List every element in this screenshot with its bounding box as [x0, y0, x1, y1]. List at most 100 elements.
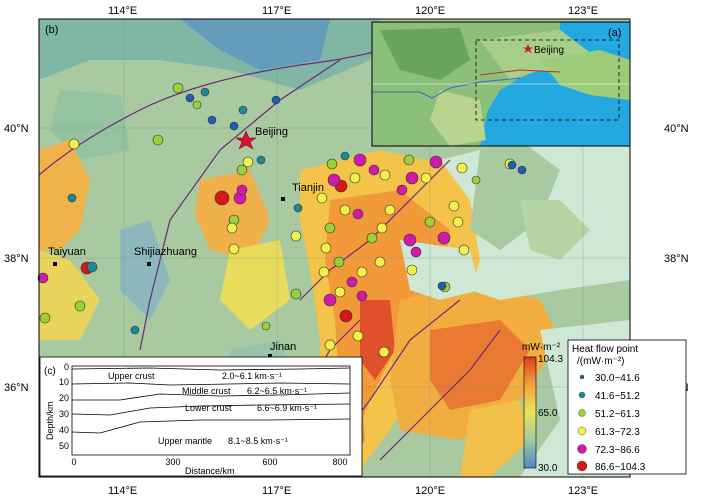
- heat-flow-point: [68, 138, 80, 150]
- heat-flow-point: [396, 184, 408, 196]
- heat-flow-point: [374, 256, 386, 268]
- heat-flow-point: [271, 95, 281, 105]
- layer-middle-crust-name: Middle crust: [182, 386, 231, 396]
- lon-label-bottom-120: 120°E: [415, 485, 445, 497]
- layer-upper-crust-name: Upper crust: [108, 371, 155, 381]
- heat-flow-point: [424, 216, 436, 228]
- colorbar-min: 30.0: [538, 463, 558, 474]
- colorbar-mid: 65.0: [538, 408, 558, 419]
- heat-flow-point: [437, 231, 451, 245]
- lon-tick-labels: 114°E 117°E 120°E 123°E 114°E 117°E 120°…: [108, 5, 598, 497]
- heat-flow-point: [353, 153, 367, 167]
- heat-flow-point: [228, 243, 240, 255]
- profile-y-axis-label: Depth/km: [45, 401, 55, 440]
- city-label-beijing: Beijing: [255, 126, 288, 138]
- lon-label-bottom-117: 117°E: [262, 485, 291, 497]
- heat-flow-point: [379, 169, 391, 181]
- heat-flow-point: [293, 203, 303, 213]
- heat-flow-point: [368, 164, 380, 176]
- heat-flow-point: [324, 339, 336, 351]
- legend-swatch-6: [576, 460, 588, 472]
- legend-swatch-2: [578, 391, 586, 399]
- heat-flow-point: [185, 93, 195, 103]
- city-label-tianjin: Tianjin: [292, 182, 324, 194]
- heat-flow-point: [200, 87, 210, 97]
- profile-xtick: 0: [71, 457, 76, 467]
- colorbar: mW·m⁻² 104.3 65.0 30.0: [522, 342, 563, 474]
- heat-flow-point: [290, 230, 302, 242]
- heat-flow-point: [437, 281, 447, 291]
- heat-flow-point: [356, 266, 368, 278]
- colorbar-unit: mW·m⁻²: [522, 342, 561, 353]
- heat-flow-point: [242, 156, 254, 168]
- heat-flow-point: [403, 154, 415, 166]
- heat-flow-point: [236, 164, 248, 176]
- heat-flow-point: [261, 321, 271, 331]
- heat-flow-point: [256, 155, 266, 165]
- legend-item-5: 72.3~86.6: [595, 445, 640, 456]
- heat-flow-point: [406, 264, 418, 276]
- legend-swatch-5: [577, 444, 587, 454]
- heat-flow-point: [340, 151, 350, 161]
- heat-flow-point: [376, 222, 388, 234]
- heat-flow-point: [349, 172, 361, 184]
- lon-label-top-114: 114°E: [108, 5, 137, 17]
- panel-a-label: (a): [608, 27, 621, 39]
- legend-title-line1: Heat flow point: [572, 344, 638, 355]
- heat-flow-point: [339, 204, 351, 216]
- heat-flow-point: [326, 158, 338, 170]
- lon-label-top-120: 120°E: [415, 5, 445, 17]
- panel-b-label: (b): [45, 24, 58, 36]
- profile-ytick: 10: [59, 377, 69, 387]
- heat-flow-point: [318, 266, 330, 278]
- layer-lower-crust-name: Lower crust: [185, 403, 232, 413]
- heat-flow-point: [327, 173, 341, 187]
- lat-label-left-40: 40°N: [4, 123, 29, 135]
- layer-upper-mantle-velocity: 8.1~8.5 km·s⁻¹: [228, 436, 288, 446]
- heat-flow-point: [456, 162, 468, 174]
- profile-ytick: 0: [64, 362, 69, 372]
- cities: Beijing Tianjin Taiyuan Shijiazhuang Jin…: [48, 126, 324, 358]
- lat-label-right-40: 40°N: [664, 123, 689, 135]
- lat-label-right-38: 38°N: [664, 253, 689, 265]
- layer-upper-mantle-name: Upper mantle: [158, 436, 212, 446]
- legend-item-1: 30.0~41.6: [595, 373, 640, 384]
- profile-ytick: 30: [59, 409, 69, 419]
- heat-flow-point: [429, 155, 443, 169]
- heat-flow-point: [452, 216, 464, 228]
- heat-flow-point: [334, 286, 346, 298]
- lon-label-top-117: 117°E: [262, 5, 291, 17]
- heat-flow-point: [420, 172, 432, 184]
- heat-flow-point: [471, 175, 481, 185]
- heat-flow-point: [74, 300, 86, 312]
- layer-middle-crust-velocity: 6.2~6.5 km·s⁻¹: [247, 386, 307, 396]
- heat-flow-point: [86, 261, 98, 273]
- heat-flow-point: [238, 105, 248, 115]
- heat-flow-point: [236, 184, 248, 196]
- heat-flow-point: [458, 244, 470, 256]
- legend-swatch-3: [578, 409, 586, 417]
- legend-item-3: 51.2~61.3: [595, 409, 640, 420]
- profile-x-axis-label: Distance/km: [185, 466, 235, 476]
- heat-flow-point: [405, 171, 419, 185]
- profile-xtick: 600: [262, 457, 277, 467]
- taiyuan-marker: [53, 262, 57, 266]
- heat-flow-point: [39, 312, 51, 324]
- profile-xtick: 300: [165, 457, 180, 467]
- lat-label-left-38: 38°N: [4, 253, 29, 265]
- heat-flow-point: [378, 346, 390, 358]
- heat-flow-point: [352, 330, 364, 342]
- legend-item-6: 86.6~104.3: [595, 462, 646, 473]
- panel-c-label: (c): [44, 366, 56, 377]
- heat-flow-point: [207, 115, 217, 125]
- heat-flow-points: [37, 82, 527, 358]
- city-label-taiyuan: Taiyuan: [48, 246, 86, 258]
- profile-panel-c: (c) Depth/km 0 10 20 30 40 50 0 300 600 …: [39, 356, 363, 477]
- heat-flow-point: [448, 200, 460, 212]
- heat-flow-point: [356, 290, 368, 302]
- inset-map-a: Beijing (a): [371, 21, 631, 147]
- heat-flow-point: [366, 232, 378, 244]
- heat-flow-point: [333, 256, 345, 268]
- tianjin-marker: [281, 197, 285, 201]
- heat-flow-point: [130, 325, 140, 335]
